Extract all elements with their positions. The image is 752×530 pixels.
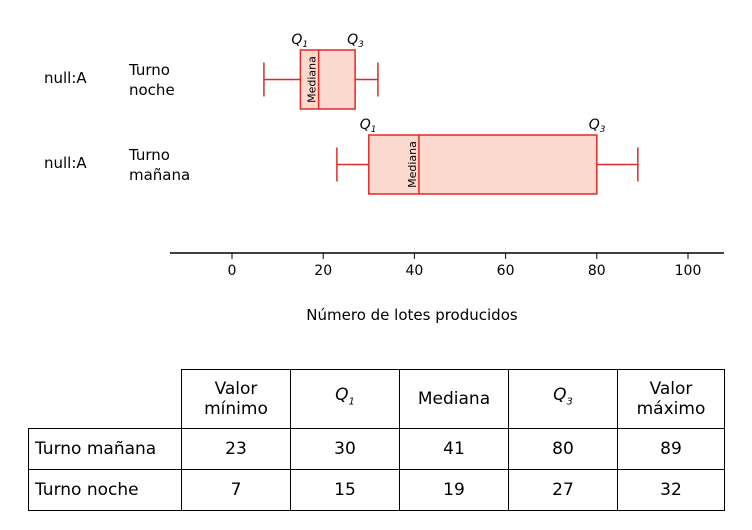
series-label-line1: Turno [128, 61, 170, 79]
cell-median: 19 [399, 469, 509, 511]
row-label: Turno noche [28, 469, 182, 511]
q3-subscript: 3 [600, 125, 606, 135]
q3-label: Q [347, 32, 358, 48]
q1-label: Q [360, 117, 371, 133]
header-mediana: Mediana [399, 369, 509, 429]
x-tick-label: 60 [497, 263, 515, 279]
boxplot-chart: 0 20 40 60 80 100 Número de lotes producidos nu… [44, 32, 724, 324]
table-row: Turno noche 7 15 19 27 32 [28, 469, 725, 511]
series-label-line2: noche [129, 81, 175, 99]
iqr-box [299, 49, 356, 110]
x-axis-title: Número de lotes producidos [306, 306, 518, 324]
cell-max: 32 [617, 469, 725, 511]
x-tick-label: 80 [588, 263, 606, 279]
cell-q3: 27 [508, 469, 618, 511]
cell-median: 41 [399, 428, 509, 470]
header-valor-maximo: Valor máximo [617, 369, 725, 429]
header-q3: Q3 [508, 369, 618, 429]
statistics-table: Valor mínimo Q1 Mediana Q3 Valor máximo Tu… [28, 369, 725, 511]
header-q1: Q1 [290, 369, 400, 429]
x-tick-label: 20 [314, 263, 332, 279]
series-tag: null:A [44, 154, 87, 172]
cell-max: 89 [617, 428, 725, 470]
cell-q3: 80 [508, 428, 618, 470]
cell-q1: 30 [290, 428, 400, 470]
series-label-line1: Turno [128, 146, 170, 164]
series-tag: null:A [44, 69, 87, 87]
table-row: Turno mañana 23 30 41 80 89 [28, 428, 725, 470]
median-label: Mediana [306, 56, 319, 103]
iqr-box [368, 134, 598, 195]
series-label-line2: mañana [129, 166, 190, 184]
row-label: Turno mañana [28, 428, 182, 470]
q1-subscript: 1 [302, 40, 308, 50]
x-tick-label: 100 [675, 263, 702, 279]
x-tick-label: 0 [228, 263, 237, 279]
q3-subscript: 3 [358, 40, 364, 50]
median-label: Mediana [406, 141, 419, 188]
x-tick-label: 40 [405, 263, 423, 279]
cell-q1: 15 [290, 469, 400, 511]
cell-min: 23 [181, 428, 291, 470]
q3-label: Q [589, 117, 600, 133]
q1-subscript: 1 [371, 125, 377, 135]
header-valor-minimo: Valor mínimo [181, 369, 291, 429]
q1-label: Q [291, 32, 302, 48]
table-corner [28, 369, 182, 429]
cell-min: 7 [181, 469, 291, 511]
